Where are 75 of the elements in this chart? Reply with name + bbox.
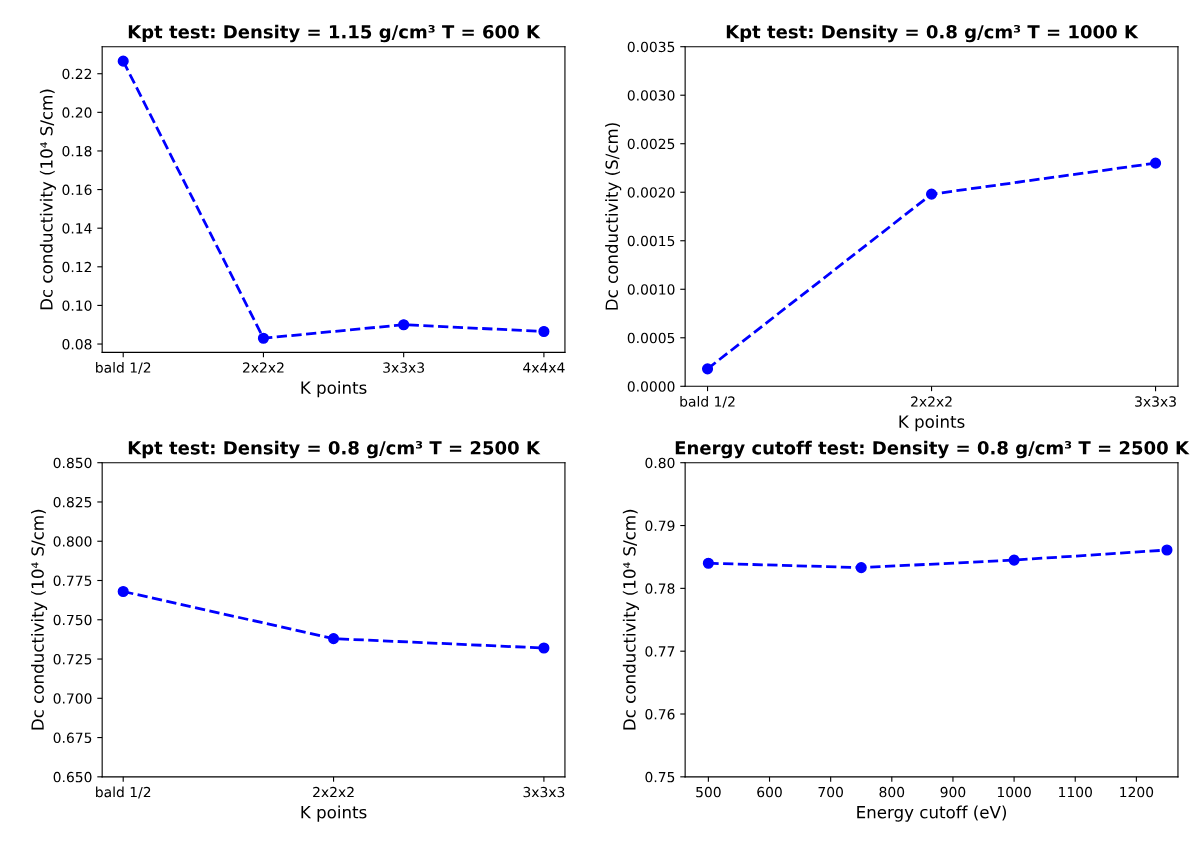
y-tick-label: 0.650 xyxy=(53,771,92,783)
x-tick-label: 600 xyxy=(757,786,782,798)
point xyxy=(327,633,340,645)
y-tick-label: 0.800 xyxy=(53,536,92,547)
y-tick-label: 0.750 xyxy=(53,614,92,626)
y-tick-label: 0.825 xyxy=(53,496,92,508)
y-tick-label: 0.18 xyxy=(62,145,92,157)
y-tick-label: 0.80 xyxy=(645,457,675,469)
y-tick-label: 0.0015 xyxy=(627,235,675,247)
point xyxy=(701,363,714,375)
x-tick-label: 1200 xyxy=(1120,786,1154,798)
point xyxy=(398,319,410,331)
y-tick-label: 0.0010 xyxy=(627,284,675,295)
x-axis-title: Energy cutoff (eV) xyxy=(857,805,1007,822)
x-axis-title: K points xyxy=(301,805,367,822)
x-tick-label: 700 xyxy=(818,786,843,798)
y-tick-label: 0.79 xyxy=(645,520,675,532)
y-tick-label: 0.12 xyxy=(62,261,92,273)
x-tick-label: 4x4x4 xyxy=(523,362,565,373)
x-tick-label: 800 xyxy=(879,786,905,798)
x-tick-label: 1100 xyxy=(1059,786,1092,798)
point xyxy=(855,562,867,574)
y-tick-label: 0.08 xyxy=(62,339,92,350)
y-tick-label: 0.78 xyxy=(645,583,675,594)
x-tick-label: 900 xyxy=(940,786,966,798)
x-tick-label: bald 1/2 xyxy=(96,786,151,799)
x-axis-title: K points xyxy=(899,415,965,432)
y-tick-label: 0.0000 xyxy=(627,381,675,392)
y-tick-label: 0.0020 xyxy=(627,187,675,198)
y-tick-label: 0.0030 xyxy=(627,90,675,101)
y-tick-label: 0.0035 xyxy=(627,41,675,53)
y-axis-title: Dc conductivity (10⁴ S/cm) xyxy=(31,509,48,730)
point xyxy=(702,557,714,569)
point xyxy=(257,332,269,344)
x-axis-title: K points xyxy=(301,381,367,398)
x-tick-label: 1000 xyxy=(997,786,1031,798)
point xyxy=(1161,544,1173,556)
chart-title: Kpt test: Density = 1.15 g/cm³ T = 600 K xyxy=(128,24,541,43)
chart-title: Kpt test: Density = 0.8 g/cm³ T = 1000 K xyxy=(726,24,1139,43)
y-tick-label: 0.14 xyxy=(62,223,92,234)
x-tick-label: 3x3x3 xyxy=(523,786,565,798)
y-axis-title: Dc conductivity (S/cm) xyxy=(605,123,622,310)
y-tick-label: 0.75 xyxy=(645,771,675,783)
y-tick-label: 0.0005 xyxy=(627,332,675,344)
x-tick-label: 2x2x2 xyxy=(911,396,952,407)
x-tick-label: 3x3x3 xyxy=(383,362,425,373)
y-axis-title: Dc conductivity (10⁴ S/cm) xyxy=(622,509,639,730)
y-tick-label: 0.10 xyxy=(62,300,92,311)
y-tick-label: 0.20 xyxy=(62,107,92,118)
point xyxy=(117,585,129,598)
y-tick-label: 0.700 xyxy=(53,693,92,704)
x-tick-label: 3x3x3 xyxy=(1135,396,1176,407)
y-tick-label: 0.77 xyxy=(645,646,675,657)
y-tick-label: 0.16 xyxy=(62,184,92,196)
y-tick-label: 0.725 xyxy=(53,654,92,665)
point xyxy=(925,188,938,200)
chart-title: Kpt test: Density = 0.8 g/cm³ T = 2500 K xyxy=(128,440,541,459)
point xyxy=(538,325,550,338)
y-tick-label: 0.775 xyxy=(53,575,92,586)
x-tick-label: bald 1/2 xyxy=(96,362,151,374)
point xyxy=(1150,157,1162,169)
x-tick-label: 2x2x2 xyxy=(242,362,284,373)
x-tick-label: 2x2x2 xyxy=(313,786,354,798)
point xyxy=(538,642,550,654)
y-tick-label: 0.22 xyxy=(62,68,92,80)
x-tick-label: 500 xyxy=(696,786,721,798)
y-tick-label: 0.76 xyxy=(645,708,675,720)
chart-title: Energy cutoff test: Density = 0.8 g/cm³ T = 2500 K xyxy=(675,440,1190,459)
y-tick-label: 0.0025 xyxy=(627,138,675,150)
y-tick-label: 0.850 xyxy=(53,457,92,469)
point xyxy=(1008,554,1020,566)
y-axis-title: Dc conductivity (10⁴ S/cm) xyxy=(39,89,56,310)
point xyxy=(117,55,129,67)
y-tick-label: 0.675 xyxy=(53,732,92,744)
x-tick-label: bald 1/2 xyxy=(680,396,735,408)
